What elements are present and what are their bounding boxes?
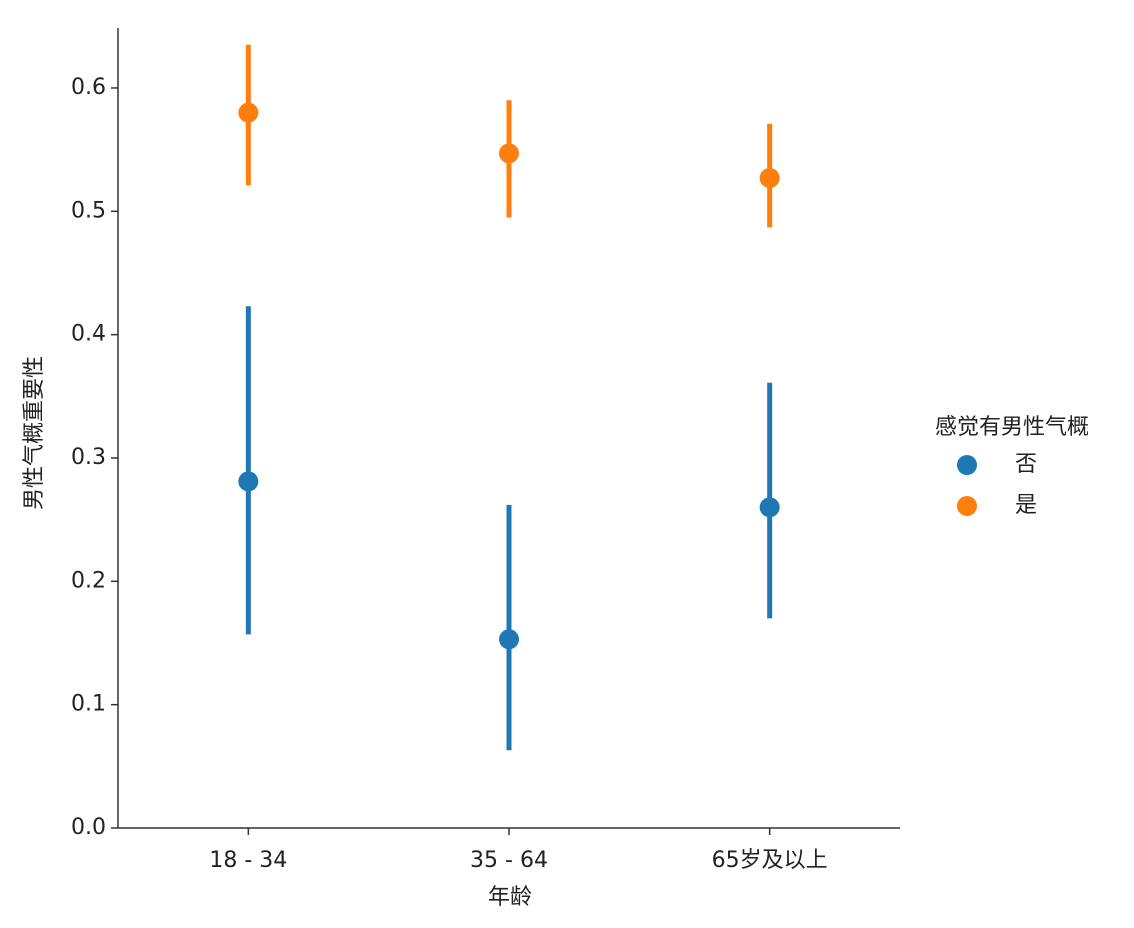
point (759, 497, 780, 518)
y-tick-label: 0.5 (71, 198, 106, 223)
y-tick-label: 0.4 (71, 322, 106, 347)
y-tick-label: 0.1 (71, 692, 106, 717)
legend-title: 感觉有男性气概 (935, 415, 1089, 440)
legend-label: 否 (1015, 452, 1037, 477)
point (759, 168, 780, 189)
x-tick-label: 35 - 64 (470, 848, 548, 873)
y-axis-label: 男性气概重要性 (22, 356, 47, 510)
point (238, 102, 259, 123)
x-axis-label: 年龄 (488, 885, 532, 910)
legend-label: 是 (1015, 493, 1037, 518)
point (238, 471, 259, 492)
x-tick-label: 65岁及以上 (712, 848, 828, 873)
legend-marker (957, 496, 977, 516)
y-tick-label: 0.3 (71, 445, 106, 470)
y-tick-label: 0.2 (71, 568, 106, 593)
point (499, 629, 519, 650)
legend-marker (957, 455, 977, 475)
point (499, 143, 519, 164)
x-tick-label: 18 - 34 (209, 848, 287, 873)
y-tick-label: 0.0 (71, 815, 106, 840)
y-tick-label: 0.6 (71, 75, 106, 100)
